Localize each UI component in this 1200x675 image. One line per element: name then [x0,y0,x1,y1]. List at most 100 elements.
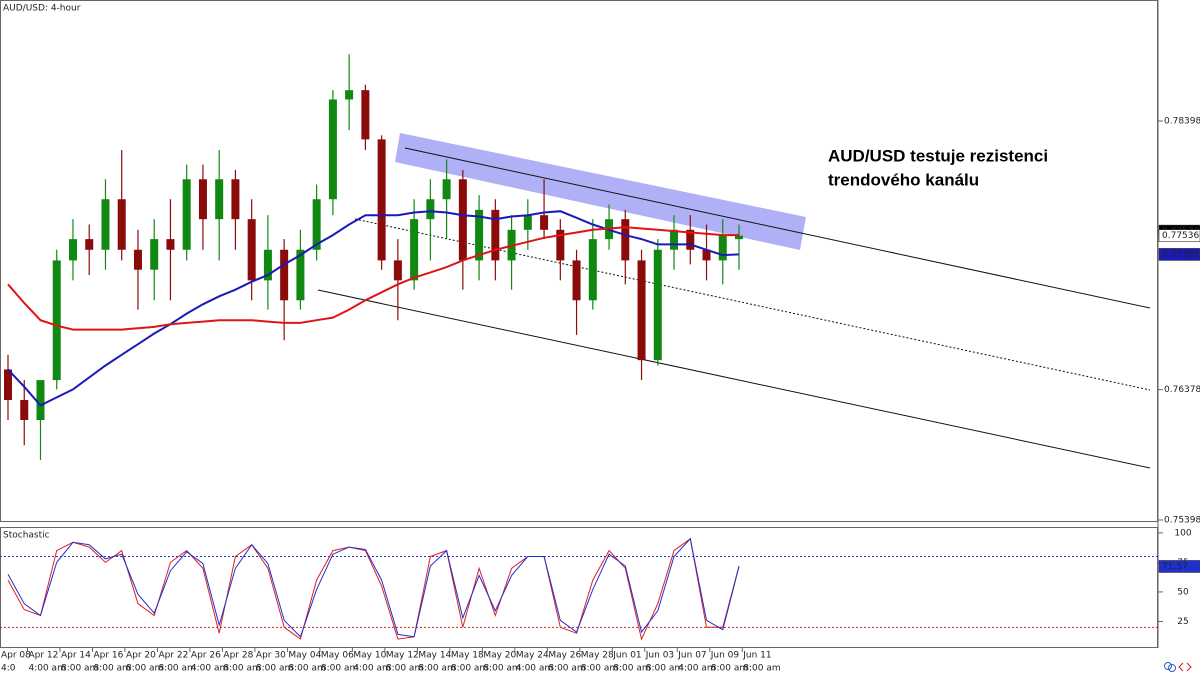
x-tick-label: Apr 22 [158,651,188,661]
stochastic-label: 71.57 [1162,562,1188,572]
candle-body [361,90,370,140]
annotation: trendového kanálu [828,170,979,189]
x-tick-label: Apr 28 [223,651,253,661]
x-time-label: 4:00 am [28,664,65,674]
price-label: 0.77395 [1162,250,1199,260]
candle-body [4,369,12,401]
stochastic-line [7,537,740,641]
x-time-label: 8:00 am [743,664,780,674]
channel-upper [404,147,1151,309]
x-time-label: 4:0 [1,664,16,674]
x-tick-label: Apr 08 [1,651,31,661]
candle-body [166,239,175,250]
candle-body [556,229,565,261]
candle-body [393,260,402,281]
y-tick-label: 0.78398 [1164,117,1200,127]
candle-body [377,139,386,261]
x-tick-label: May 18 [451,651,484,661]
candle-body [117,199,126,250]
corner-icons [1164,662,1192,672]
x-tick-label: Jun 01 [612,651,641,661]
x-time-label: 4:00 am [353,664,390,674]
x-time-label: 8:00 am [548,664,585,674]
stochastic-panel [0,527,1158,648]
x-time-label: 8:00 am [418,664,455,674]
candle-body [475,209,484,261]
stochastic-line [7,537,740,638]
x-time-label: 8:00 am [711,664,748,674]
candle-body [410,219,419,281]
x-time-label: 4:00 am [516,664,553,674]
y-tick-label: 25 [1177,617,1188,627]
x-tick-label: Apr 20 [126,651,156,661]
x-time-label: 8:00 am [256,664,293,674]
x-tick-label: May 04 [288,651,321,661]
stochastic-title: Stochastic [3,531,50,541]
y-tick-label: 0.76378 [1164,385,1200,395]
x-time-label: 8:00 am [646,664,683,674]
moving-average [7,226,739,331]
x-time-label: 8:00 am [321,664,358,674]
candle-body [686,229,695,250]
candle-body [85,239,94,250]
candle-body [328,99,337,200]
x-tick-label: Jun 09 [710,651,740,661]
x-time-label: 4:00 am [678,664,715,674]
chart-title: AUD/USD: 4-hour [3,4,81,14]
candle-body [653,249,662,361]
candle-body [540,215,549,230]
candle-body [68,239,77,261]
candle-body [182,179,191,250]
x-tick-label: Apr 26 [191,651,221,661]
x-time-label: 4:00 am [191,664,228,674]
x-tick-label: May 20 [483,651,516,661]
candle-body [572,260,581,301]
candle-body [101,199,110,250]
candle-body [637,260,646,361]
candle-body [312,199,321,250]
x-time-label: 8:00 am [451,664,488,674]
candle-body [523,215,532,230]
x-tick-label: May 26 [548,651,581,661]
y-tick-label: 50 [1177,587,1189,597]
moving-average [7,210,740,407]
candle-body [133,249,142,270]
price-label: 0.77536 [1162,231,1199,241]
candle-body [718,235,727,261]
x-tick-label: May 12 [386,651,419,661]
candle-body [215,179,224,220]
channel-lower [317,289,1151,469]
candle-body [491,209,500,261]
candle-body [588,239,597,301]
x-time-label: 8:00 am [93,664,130,674]
candle-body [458,179,467,261]
x-time-label: 8:00 am [158,664,195,674]
stochastic-label-box [1158,560,1200,573]
x-time-label: 8:00 am [288,664,325,674]
candle-body [670,229,679,250]
resistance-band [395,133,806,250]
x-time-label: 8:00 am [613,664,650,674]
channel-middle [354,218,1151,391]
candle-body [52,260,61,381]
candle-body [247,219,256,281]
candle-body [280,249,289,301]
x-tick-label: Jun 03 [645,651,674,661]
candle-body [621,219,630,261]
x-time-label: 8:00 am [581,664,618,674]
x-time-label: 8:00 am [126,664,163,674]
candle-body [735,235,744,240]
candle-body [426,199,435,220]
x-tick-label: May 14 [418,651,451,661]
x-tick-label: Apr 16 [93,651,123,661]
candle-body [702,249,711,261]
candle-body [198,179,207,220]
x-tick-label: Apr 12 [28,651,58,661]
x-time-label: 8:00 am [483,664,520,674]
x-tick-label: May 10 [353,651,386,661]
x-tick-label: May 24 [516,651,549,661]
candle-body [263,249,272,281]
x-tick-label: Jun 11 [742,651,771,661]
